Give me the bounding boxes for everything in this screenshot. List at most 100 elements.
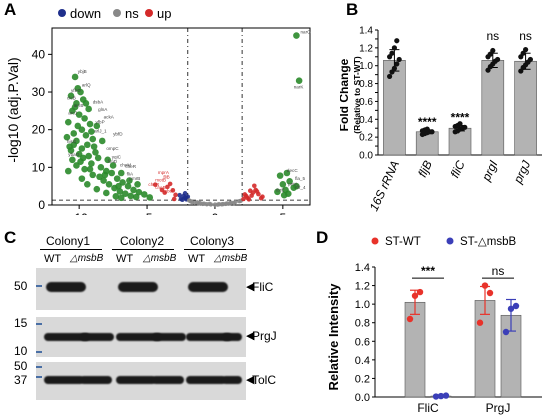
intensity-data-point: [437, 392, 445, 400]
intensity-y-tick-label: 0.6: [355, 336, 370, 348]
volcano-point-sig: [71, 103, 79, 111]
fold-category-label: fljB: [415, 158, 435, 179]
intensity-y-tick-label: 0.0: [355, 392, 370, 404]
volcano-gene-label-right: tbrE: [276, 187, 284, 192]
intensity-significance-label: ***: [421, 264, 435, 278]
volcano-point-sig: [124, 182, 132, 190]
volcano-point-up: [162, 190, 168, 195]
legend-up-dot: [145, 9, 153, 17]
volcano-gene-label: pmrB: [129, 176, 140, 181]
volcano-gene-label: ompC: [106, 146, 119, 151]
volcano-point-sig: [85, 152, 92, 160]
volcano-x-tick-label: 0: [212, 211, 219, 215]
legend-down-label: down: [70, 6, 101, 21]
volcano-plot: -log10 (adj.P.Val) down ns up -10 -5 0 5 0 10…: [5, 6, 311, 215]
fold-data-point: [527, 56, 533, 63]
volcano-gene-label: hisG: [67, 139, 77, 144]
legend-down-dot: [58, 9, 66, 17]
fold-bar: [383, 60, 406, 156]
fold-data-point: [424, 126, 430, 132]
volcano-y-tick-label: 0: [38, 198, 45, 212]
fold-change-chart: 0.0 0.2 0.4 0.6 0.8 1.0 1.2 1.4 Fold Change (Rela…: [340, 26, 542, 213]
volcano-gene-label-up: cheR: [148, 182, 159, 187]
panel-letter-c: C: [4, 228, 17, 247]
volcano-point-sig: [64, 167, 72, 175]
volcano-point-sig: [67, 147, 75, 154]
volcano-gene-label: fimD: [108, 159, 118, 164]
fold-y-axis-sublabel: (Relative to ST-WT): [352, 56, 362, 134]
fold-bar: [448, 127, 472, 156]
volcano-point-sig: [293, 32, 300, 39]
volcano-legend: down ns up: [58, 6, 171, 21]
intensity-data-point: [502, 328, 510, 336]
intensity-data-point: [411, 292, 419, 299]
relative-intensity-chart: 0.0 0.2 0.4 0.6 0.8 1.0 1.2 1.4 Relative Intensi…: [326, 236, 542, 415]
volcano-point-up: [246, 197, 252, 202]
volcano-y-tick-label: 20: [32, 123, 46, 137]
volcano-gene-label: arlJ_1: [94, 129, 107, 134]
band-prgj-6: [222, 333, 242, 341]
volcano-point-sig: [78, 175, 86, 182]
fold-data-point: [429, 129, 435, 135]
volcano-point-sig: [67, 92, 75, 100]
volcano-point-sig: [276, 172, 284, 179]
band-tolc-6: [222, 376, 242, 384]
volcano-point-sig: [116, 188, 124, 195]
volcano-y-tick-label: 30: [32, 85, 46, 99]
fold-significance-label: ****: [451, 111, 470, 125]
fold-y-tick-label: 1.4: [359, 26, 373, 37]
volcano-y-tick-label: 10: [32, 160, 46, 174]
volcano-point-up: [241, 196, 246, 202]
volcano-x-tick-label: -10: [70, 211, 88, 215]
fold-data-point: [389, 50, 395, 56]
volcano-point-sig: [78, 126, 86, 133]
legend-up-label: up: [157, 6, 171, 21]
volcano-y-tick-label: 40: [32, 47, 46, 61]
volcano-gene-label-up: motB: [155, 178, 166, 183]
fold-category-label: fliC: [448, 158, 468, 180]
volcano-gene-label: cheR: [125, 164, 136, 169]
band-flic-5: [188, 282, 228, 292]
intensity-bar: [404, 301, 426, 398]
volcano-gene-label: ybfD: [113, 131, 123, 136]
volcano-point-sig: [126, 177, 133, 184]
lane-label-1: WT: [44, 253, 62, 265]
volcano-point-up: [254, 189, 260, 194]
volcano-point-ns: [227, 201, 233, 206]
volcano-gene-label-right: narG: [300, 30, 311, 35]
band-prgj-2: [80, 333, 114, 341]
fold-y-tick-label: 0.6: [359, 97, 373, 108]
fold-category-label: prgJ: [510, 157, 533, 186]
intensity-y-tick-label: 0.4: [355, 355, 370, 367]
volcano-point-sig: [75, 111, 83, 118]
fold-y-tick-label: 1.0: [359, 61, 373, 72]
volcano-point-sig: [113, 175, 121, 182]
fold-data-point: [394, 38, 400, 44]
volcano-gene-label: yfbO: [71, 88, 81, 93]
volcano-point-sig: [104, 156, 111, 164]
fold-significance-label: ns: [486, 29, 499, 43]
volcano-point-up: [171, 196, 177, 202]
volcano-point-sig: [70, 141, 78, 149]
band-prgj-5: [186, 333, 232, 341]
volcano-point-sig: [115, 182, 122, 190]
colony2-label: Colony2: [120, 234, 165, 248]
volcano-point-sig: [280, 191, 288, 199]
volcano-point-sig: [105, 180, 113, 188]
volcano-gene-label-right: fla_5: [295, 176, 305, 181]
volcano-point-sig: [84, 180, 91, 188]
volcano-point-sig: [70, 130, 78, 137]
volcano-point-sig: [295, 77, 303, 85]
volcano-point-sig: [92, 148, 99, 156]
volcano-point-up: [258, 195, 264, 201]
fold-y-tick-label: 0.8: [359, 79, 373, 90]
volcano-point-sig: [100, 177, 107, 184]
intensity-y-tick-label: 1.4: [355, 262, 370, 274]
legend-ns-dot: [113, 9, 121, 17]
lane-label-2: △msbB: [70, 253, 104, 264]
row-label-flic: FliC: [252, 280, 274, 294]
volcano-point-sig: [122, 190, 129, 198]
volcano-gene-label: yqiC: [112, 154, 122, 159]
intensity-legend-dot: [371, 237, 379, 245]
volcano-gene-label-right: narK: [294, 84, 305, 89]
